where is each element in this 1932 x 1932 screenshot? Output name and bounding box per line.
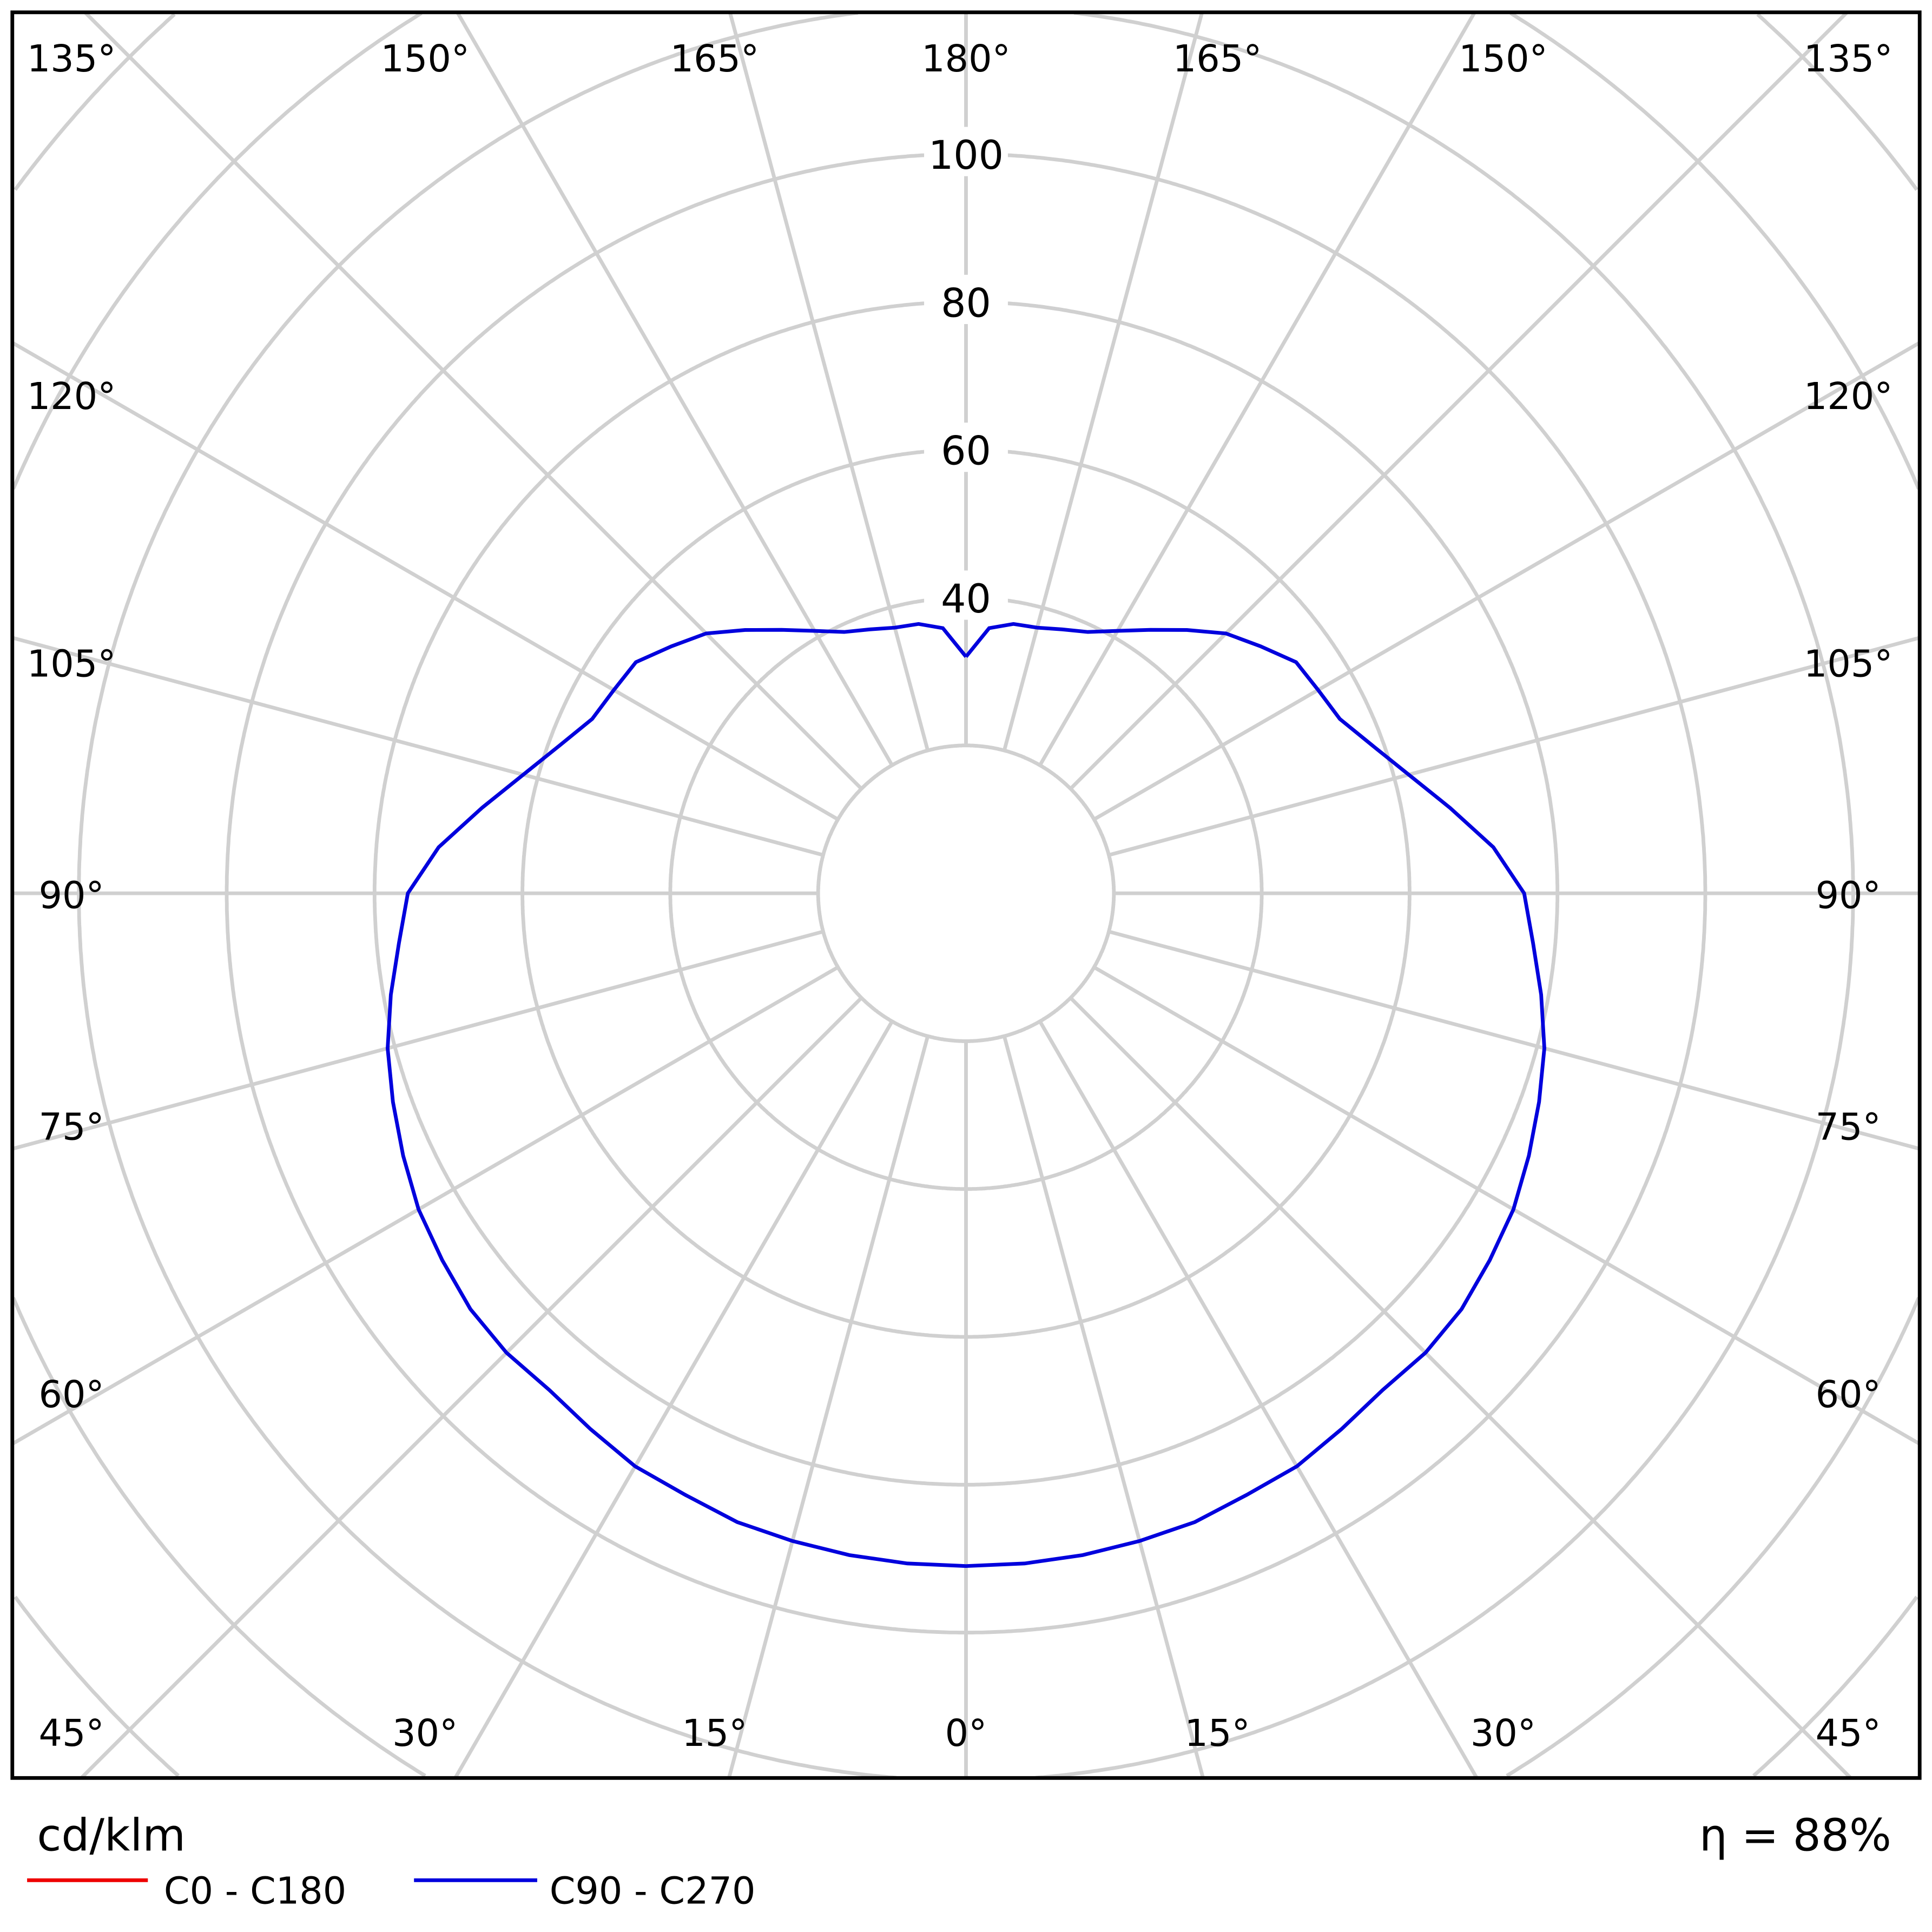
grid-spoke [728, 11, 930, 751]
angle-label-bottom: 0° [945, 1712, 987, 1755]
grid-spoke [1002, 1036, 1205, 1779]
radial-label-bg [924, 274, 1008, 324]
grid-spoke [11, 965, 839, 1446]
angle-labels: 135° 150° 165° 180° 165° 150° 135° 45° 30° 15° 0° 1… [27, 38, 1893, 1755]
grid-spoke [1069, 996, 1852, 1779]
angle-label-left: 75° [39, 1106, 104, 1149]
grid-ring-160 [14, 12, 1918, 1777]
angle-label-left: 90° [39, 874, 104, 917]
legend-label-c0-c180: C0 - C180 [164, 1870, 346, 1913]
angle-label-bottom: 15° [1185, 1712, 1250, 1755]
grid-ring-20 [816, 743, 1116, 1043]
grid-spoke [1069, 11, 1849, 790]
legend-label-c90-c270: C90 - C270 [550, 1870, 756, 1913]
angle-label-bottom: 45° [39, 1712, 104, 1755]
grid-spoke [11, 929, 824, 1151]
angle-label-top: 165° [1173, 38, 1262, 81]
angle-label-top: 165° [670, 38, 760, 81]
grid-spoke [1038, 11, 1476, 767]
angle-label-right: 105° [1804, 643, 1893, 685]
efficiency-label: η = 88% [1699, 1810, 1891, 1862]
angle-label-left: 105° [27, 643, 116, 685]
grid-spoke [1108, 929, 1921, 1151]
angle-label-top: 180° [921, 38, 1011, 81]
radial-tick-label: 80 [941, 280, 991, 326]
angle-label-bottom: 30° [1471, 1712, 1536, 1755]
angle-label-bottom: 15° [682, 1712, 747, 1755]
angle-label-right: 90° [1816, 874, 1881, 917]
radial-label-bg [924, 423, 1008, 472]
grid-spoke [453, 1020, 894, 1779]
radial-tick-label: 100 [928, 133, 1004, 179]
unit-label: cd/klm [37, 1810, 186, 1862]
grid-spoke [1108, 636, 1921, 857]
angle-label-right: 60° [1816, 1374, 1881, 1416]
angle-label-left: 60° [39, 1374, 104, 1416]
grid-spoke [727, 1036, 930, 1779]
grid-spoke [1002, 11, 1204, 751]
radial-tick-label: 40 [941, 576, 991, 622]
angle-label-top: 150° [380, 38, 470, 81]
angle-label-bottom: 30° [392, 1712, 458, 1755]
series-curve-1 [386, 622, 1546, 1568]
angle-label-left: 120° [27, 375, 116, 418]
grid-spoke [1038, 1020, 1479, 1779]
angle-label-top: 150° [1459, 38, 1548, 81]
radial-label-bg [924, 127, 1008, 176]
curves [386, 622, 1546, 1568]
grid-spoke [83, 11, 863, 790]
grid-spoke [80, 996, 863, 1779]
grid-ring-140 [11, 11, 1921, 1778]
grid-spoke [11, 341, 839, 821]
angle-label-right: 120° [1804, 375, 1893, 418]
grid-spoke [456, 11, 894, 767]
radial-tick-labels: 40 60 80 100 [924, 127, 1008, 622]
grid-spoke [11, 636, 824, 857]
angle-label-top: 135° [27, 38, 116, 81]
angle-label-bottom: 45° [1816, 1712, 1881, 1755]
grid-spoke [1093, 965, 1921, 1446]
radial-tick-label: 60 [941, 428, 991, 474]
angle-label-right: 75° [1816, 1106, 1881, 1149]
angle-label-top: 135° [1804, 38, 1893, 81]
plot-frame [10, 10, 1922, 1780]
grid-spoke [1093, 341, 1921, 821]
grid-ring-120 [77, 11, 1855, 1780]
radial-label-bg [924, 570, 1008, 620]
